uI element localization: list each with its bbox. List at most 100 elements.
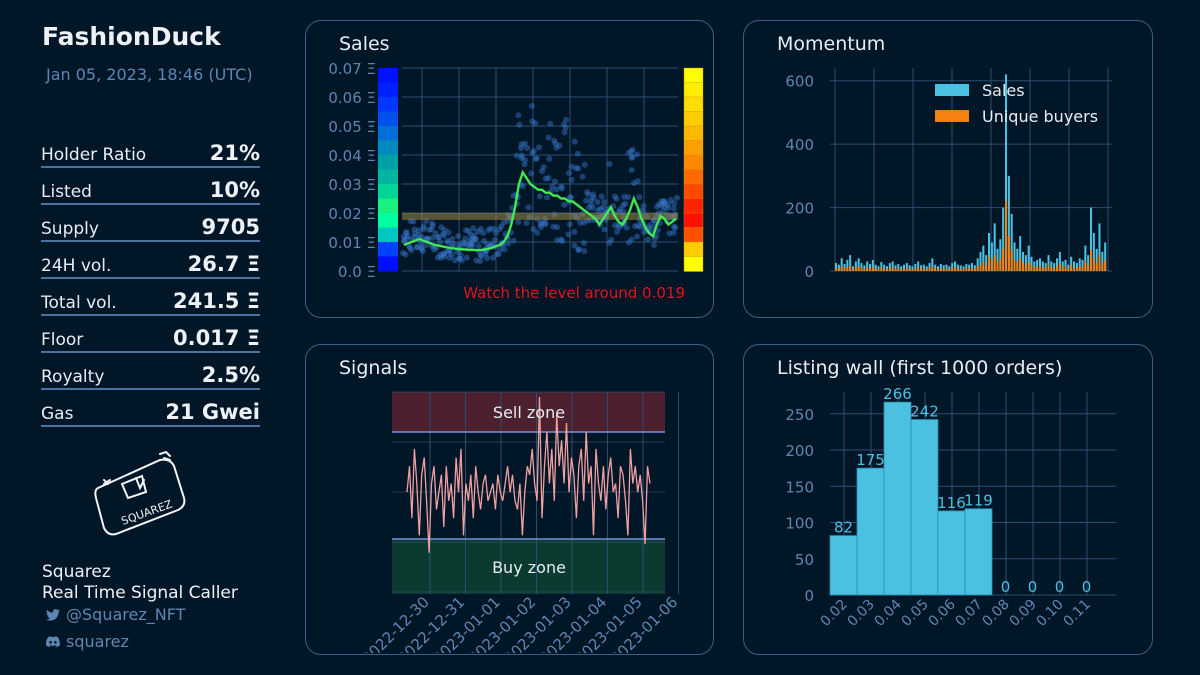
sales-point [621, 193, 628, 200]
momentum-sales-bar [1007, 175, 1010, 271]
sales-point [419, 248, 426, 255]
stat-label: Royalty [41, 367, 105, 387]
listing-x-tick: 0.11 [1060, 597, 1093, 630]
sales-point [672, 224, 679, 231]
sales-point [542, 221, 549, 228]
stat-label: Gas [41, 404, 74, 424]
sales-point [403, 229, 410, 236]
momentum-buyers-bar [903, 268, 906, 271]
sales-right-bar-segment [683, 241, 704, 258]
discord-link[interactable]: squarez [46, 632, 129, 651]
listing-panel: Listing wall (first 1000 orders) 0 50 100 1… [743, 344, 1153, 655]
sales-point [515, 112, 522, 119]
sales-point [581, 161, 588, 168]
momentum-buyers-bar [931, 266, 934, 271]
sales-point [446, 254, 453, 261]
momentum-buyers-bar [1084, 261, 1087, 271]
sales-point [505, 240, 512, 247]
sales-point [559, 238, 566, 245]
sales-point [661, 200, 668, 207]
twitter-link[interactable]: @Squarez_NFT [46, 605, 185, 624]
sales-point [489, 241, 496, 248]
momentum-sales-bar [852, 266, 855, 271]
sales-point [552, 140, 559, 147]
momentum-buyers-bar [934, 268, 937, 271]
momentum-buyers-bar [962, 269, 965, 271]
sales-point [483, 255, 490, 262]
sales-point [446, 248, 453, 255]
sales-y-tick: 0.03 Ξ [328, 176, 376, 194]
sales-side-bars [378, 67, 704, 272]
momentum-buyers-bar [990, 259, 993, 271]
listing-bar [883, 401, 912, 596]
sales-point [493, 251, 500, 258]
momentum-buyers-bar [1092, 258, 1095, 271]
listing-x-tick: 0.10 [1033, 597, 1066, 630]
momentum-sales-bar [965, 264, 968, 271]
author-role: Real Time Signal Caller [42, 583, 238, 603]
momentum-buyers-bar [996, 262, 999, 271]
stat-floor: Floor 0.017 Ξ [41, 316, 260, 353]
momentum-sales-bar [973, 265, 976, 271]
sales-point [597, 205, 604, 212]
sales-point [456, 255, 463, 262]
sales-point [589, 204, 596, 211]
sales-right-bar-segment [683, 227, 704, 243]
stat-value: 241.5 Ξ [172, 289, 260, 313]
sales-point [640, 202, 647, 209]
momentum-buyers-bar [917, 267, 920, 271]
momentum-buyers-bar [1098, 255, 1101, 271]
listing-x-ticks: 0.020.030.040.050.060.070.080.090.100.11 [817, 596, 1093, 629]
sales-point [539, 168, 546, 175]
sales-point [521, 157, 528, 164]
sales-point [575, 246, 582, 253]
stat-royalty: Royalty 2.5% [41, 353, 260, 390]
momentum-sales-bar [1033, 261, 1036, 271]
sales-point [516, 121, 523, 128]
sales-point [590, 194, 597, 201]
listing-y-tick: 200 [785, 442, 814, 460]
sales-point [495, 251, 502, 258]
sales-point [549, 183, 556, 190]
stat-holder-ratio: Holder Ratio 21% [41, 131, 260, 168]
stat-value: 0.017 Ξ [172, 326, 260, 350]
momentum-sales-bar [951, 263, 954, 271]
sales-left-bar-segment [378, 242, 398, 257]
momentum-sales-bar [968, 264, 971, 271]
momentum-sales-bar [846, 259, 849, 271]
momentum-buyers-bar [1078, 265, 1081, 271]
momentum-sales-bar [1084, 245, 1087, 271]
signals-panel: Signals Sell zone Buy zone 2022-12-30 202… [305, 344, 714, 655]
momentum-buyers-bar [877, 269, 880, 271]
sales-point [403, 235, 410, 242]
momentum-sales-bar [871, 259, 874, 271]
sales-point [611, 193, 618, 200]
momentum-buyers-bar [905, 267, 908, 271]
momentum-sales-bar [939, 264, 942, 271]
sales-point [477, 258, 484, 265]
sales-point [400, 233, 407, 240]
momentum-buyers-bar [1073, 267, 1076, 271]
momentum-sales-bar [1016, 248, 1019, 271]
momentum-sales-bar [1053, 263, 1056, 271]
sales-point [654, 203, 661, 210]
sales-point [674, 194, 681, 201]
momentum-sales-bar [900, 266, 903, 271]
sales-point [581, 239, 588, 246]
listing-y-tick: 0 [804, 587, 814, 605]
twitter-icon [46, 608, 60, 621]
sales-right-bar-segment [683, 111, 704, 127]
momentum-sales-bar [925, 266, 928, 271]
sales-point [404, 233, 411, 240]
sales-point [634, 151, 641, 158]
momentum-y-ticks: 0 200 400 600 [785, 73, 814, 281]
momentum-sales-bar [857, 258, 860, 271]
sales-point [482, 250, 489, 257]
sales-point [560, 121, 567, 128]
legend-sales-label: Sales [982, 81, 1025, 100]
momentum-sales-bar [874, 264, 877, 271]
sales-point [532, 155, 539, 162]
sales-point [490, 254, 497, 261]
momentum-buyers-bar [1041, 267, 1044, 271]
